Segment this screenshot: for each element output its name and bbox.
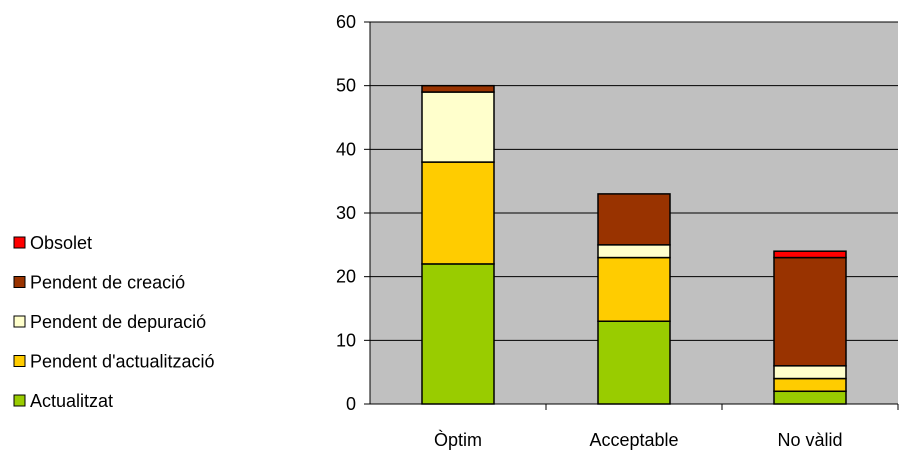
- legend-item: Pendent d'actualització: [13, 352, 215, 372]
- bars: [421, 84, 847, 405]
- bar-segment: [597, 256, 671, 322]
- x-tick-label: No vàlid: [777, 430, 842, 450]
- y-tick-label: 50: [336, 76, 356, 96]
- bar-segment: [421, 263, 495, 405]
- y-tick-label: 0: [346, 394, 356, 414]
- axes: [364, 21, 899, 410]
- y-tick-label: 30: [336, 203, 356, 223]
- legend-swatch: [13, 394, 26, 407]
- x-tick-label: Acceptable: [589, 430, 678, 450]
- bar-segment: [421, 91, 495, 163]
- legend-item: Actualitzat: [13, 391, 113, 411]
- legend-label: Obsolet: [30, 233, 92, 253]
- legend-item: Obsolet: [13, 233, 92, 253]
- legend-item: Pendent de depuració: [13, 312, 206, 332]
- y-tick-label: 10: [336, 330, 356, 350]
- x-tick-labels: Òptim Acceptable No vàlid: [434, 429, 843, 450]
- bar-segment: [773, 250, 847, 259]
- y-tick-label: 40: [336, 139, 356, 159]
- legend-swatch: [13, 355, 26, 367]
- y-tick-label: 60: [336, 12, 356, 32]
- legend-swatch: [13, 236, 26, 249]
- legend: Obsolet Pendent de creació Pendent de depu…: [13, 233, 215, 411]
- legend-label: Actualitzat: [30, 391, 113, 411]
- bar-segment: [773, 365, 847, 380]
- bar-segment: [773, 390, 847, 405]
- y-tick-label: 20: [336, 267, 356, 287]
- bar-segment: [597, 244, 671, 259]
- bar-segment: [773, 256, 847, 367]
- legend-swatch: [13, 315, 26, 328]
- legend-label: Pendent de creació: [30, 273, 185, 293]
- legend-item: Pendent de creació: [13, 273, 185, 293]
- legend-label: Pendent de depuració: [30, 312, 206, 332]
- legend-label: Pendent d'actualització: [30, 352, 215, 372]
- bar-segment: [773, 377, 847, 393]
- bar-segment: [597, 193, 671, 246]
- y-tick-labels: 0 10 20 30 40 50 60: [336, 12, 356, 414]
- bar-segment: [421, 84, 495, 93]
- legend-swatch: [13, 276, 26, 288]
- x-tick-label: Òptim: [434, 429, 482, 450]
- bar-segment: [597, 320, 671, 405]
- bar-segment: [421, 161, 495, 265]
